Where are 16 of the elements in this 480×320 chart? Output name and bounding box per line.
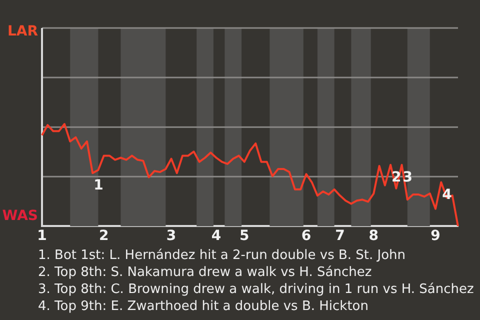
text: 2. Top 8th: S. Nakamura drew a walk vs H. Sánchez xyxy=(38,264,373,281)
x-tick-label: 2 xyxy=(98,228,109,244)
text: 1. Bot 1st: L. Hernández hit a 2-run double vs B. St. John xyxy=(38,247,407,264)
x-tick-label: 4 xyxy=(211,228,222,244)
x-tick-label: 8 xyxy=(368,228,379,244)
x-tick-label: 3 xyxy=(166,228,176,244)
x-tick-label: 9 xyxy=(430,228,440,244)
annotation: 1 xyxy=(94,178,104,194)
x-tick-label: 5 xyxy=(240,228,250,244)
text: 4. Top 9th: E. Zwarthoed hit a double vs B. Hickton xyxy=(38,298,370,315)
text: LAR xyxy=(7,24,38,40)
x-tick-label: 7 xyxy=(335,228,345,244)
text: WAS xyxy=(2,208,38,224)
x-tick-label: 1 xyxy=(37,228,47,244)
text: 3. Top 8th: C. Browning drew a walk, driving in 1 run vs H. Sánchez xyxy=(38,281,475,298)
x-tick-label: 6 xyxy=(301,228,312,244)
